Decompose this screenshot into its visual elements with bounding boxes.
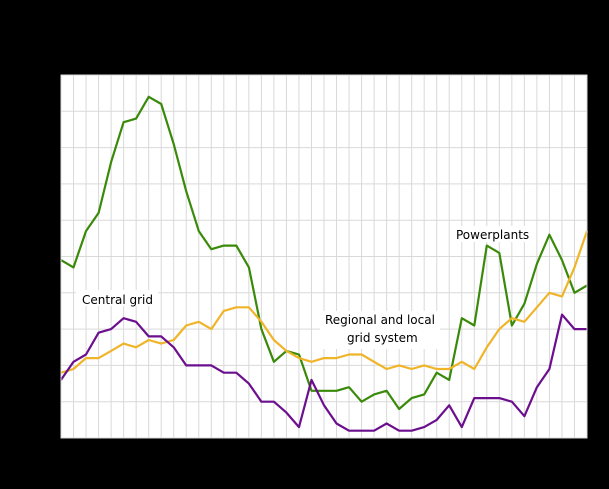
plot-border <box>60 74 588 439</box>
annotation-regional-line1: Regional and local <box>325 313 435 327</box>
annotations: Central grid Regional and local grid sys… <box>76 226 533 349</box>
series-lines <box>60 95 589 432</box>
annotation-powerplants: Powerplants <box>456 228 529 242</box>
series-line-central-grid <box>60 313 587 432</box>
annotation-regional-line2: grid system <box>347 331 418 345</box>
series-line-powerplants <box>60 95 588 411</box>
series-line-regional-and-local-grid-system <box>60 230 589 374</box>
annotation-central-grid: Central grid <box>82 293 153 307</box>
